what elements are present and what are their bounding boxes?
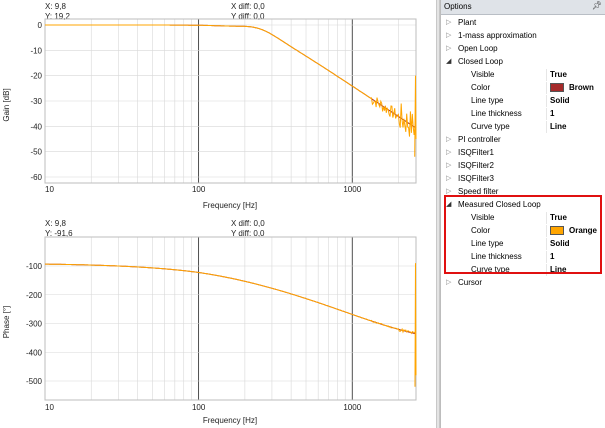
prop-row-curve-type[interactable]: Curve type Line [471,264,567,276]
prop-row-color[interactable]: Color Brown [471,82,594,94]
expand-arrow-icon[interactable]: ▷ [446,162,452,169]
phase-y-axis-label: Phase [°] [2,306,11,339]
x-tick-label: 100 [192,185,206,194]
tree-item-pi-controller[interactable]: ▷ PI controller [446,135,501,144]
prop-row-color[interactable]: Color Orange [471,225,598,237]
tree-item-isqfilter2[interactable]: ▷ ISQFilter2 [446,161,495,170]
tree-item-cursor[interactable]: ▷ Cursor [446,278,483,287]
y-tick-label: -300 [26,320,43,329]
tree-item-1-mass-approximation[interactable]: ▷ 1-mass approximation [446,31,537,40]
y-tick-label: -500 [26,377,43,386]
y-tick-label: -20 [30,72,42,81]
collapse-arrow-icon[interactable]: ◢ [446,58,452,65]
expand-arrow-icon[interactable]: ▷ [446,32,452,39]
y-tick-label: -50 [30,148,42,157]
gain-measured-closed-loop-curve [45,24,417,157]
options-title: Options [444,2,472,11]
prop-row-curve-type[interactable]: Curve type Line [471,121,567,133]
tree-item-measured-closed-loop[interactable]: ◢ Measured Closed Loop [446,200,541,209]
gain-y-ticks: 0 -10 -20 -30 -40 -50 -60 [30,21,42,182]
expand-arrow-icon[interactable]: ▷ [446,149,452,156]
phase-cursor-xdiff: X diff: 0,0 [231,219,265,228]
prop-row-line-thickness[interactable]: Line thickness 1 [471,108,555,120]
plot-area[interactable]: X: 9,8 Y: 19,2 X diff: 0,0 Y diff: 0,0 0… [0,0,436,428]
options-panel: Options 📌︎ ▷ Plant ▷ 1-mass approximatio… [440,0,605,428]
prop-row-line-type[interactable]: Line type Solid [471,238,570,250]
collapse-arrow-icon[interactable]: ◢ [446,201,452,208]
expand-arrow-icon[interactable]: ▷ [446,136,452,143]
color-swatch-brown[interactable] [550,83,564,92]
tree-item-plant[interactable]: ▷ Plant [446,18,477,27]
expand-arrow-icon[interactable]: ▷ [446,279,452,286]
gain-x-axis-label: Frequency [Hz] [203,201,257,210]
gain-cursor-xdiff: X diff: 0,0 [231,2,265,11]
prop-row-line-type[interactable]: Line type Solid [471,95,570,107]
phase-measured-closed-loop-curve [45,263,417,387]
options-header: Options 📌︎ [441,0,605,15]
tree-item-isqfilter3[interactable]: ▷ ISQFilter3 [446,174,495,183]
x-tick-label: 10 [45,403,54,412]
y-tick-label: -200 [26,291,43,300]
expand-arrow-icon[interactable]: ▷ [446,45,452,52]
gain-closed-loop-curve [45,24,417,129]
phase-frame [44,236,417,401]
tree-item-open-loop[interactable]: ▷ Open Loop [446,44,498,53]
gain-plot[interactable]: X: 9,8 Y: 19,2 X diff: 0,0 Y diff: 0,0 0… [2,2,417,210]
gain-y-axis-label: Gain [dB] [2,88,11,121]
phase-x-axis-label: Frequency [Hz] [203,416,257,425]
y-tick-label: -40 [30,122,42,131]
gain-cursor-ydiff: Y diff: 0,0 [231,12,265,21]
x-tick-label: 1000 [343,403,361,412]
expand-arrow-icon[interactable]: ▷ [446,188,452,195]
gain-x-ticks: 10 100 1000 [45,185,362,194]
x-tick-label: 100 [192,403,206,412]
splitter[interactable] [436,0,440,428]
prop-row-visible[interactable]: Visible True [471,212,567,224]
y-tick-label: 0 [38,21,43,30]
tree-item-closed-loop[interactable]: ◢ Closed Loop [446,57,503,66]
phase-y-ticks: -100 -200 -300 -400 -500 [26,262,43,386]
y-tick-label: -30 [30,97,42,106]
y-tick-label: -10 [30,46,42,55]
phase-x-ticks: 10 100 1000 [45,403,362,412]
gain-cursor-x: X: 9,8 [45,2,66,11]
phase-plot[interactable]: X: 9,8 Y: -91,6 X diff: 0,0 Y diff: 0,0 … [2,219,417,425]
x-tick-label: 1000 [343,185,361,194]
phase-cursor-x: X: 9,8 [45,219,66,228]
tree-item-isqfilter1[interactable]: ▷ ISQFilter1 [446,148,495,157]
phase-cursor-y: Y: -91,6 [45,229,73,238]
x-tick-label: 10 [45,185,54,194]
y-tick-label: -60 [30,173,42,182]
pin-icon[interactable]: 📌︎ [591,1,602,10]
phase-cursor-ydiff: Y diff: 0,0 [231,229,265,238]
color-swatch-orange[interactable] [550,226,564,235]
tree-item-speed-filter[interactable]: ▷ Speed filter [446,187,499,196]
y-tick-label: -100 [26,262,43,271]
gain-grid [44,19,416,183]
expand-arrow-icon[interactable]: ▷ [446,19,452,26]
prop-row-visible[interactable]: Visible True [471,69,567,81]
expand-arrow-icon[interactable]: ▷ [446,175,452,182]
prop-row-line-thickness[interactable]: Line thickness 1 [471,251,555,263]
y-tick-label: -400 [26,348,43,357]
phase-grid [44,237,416,400]
bode-plots[interactable]: X: 9,8 Y: 19,2 X diff: 0,0 Y diff: 0,0 0… [0,0,436,428]
gain-cursor-y: Y: 19,2 [45,12,70,21]
